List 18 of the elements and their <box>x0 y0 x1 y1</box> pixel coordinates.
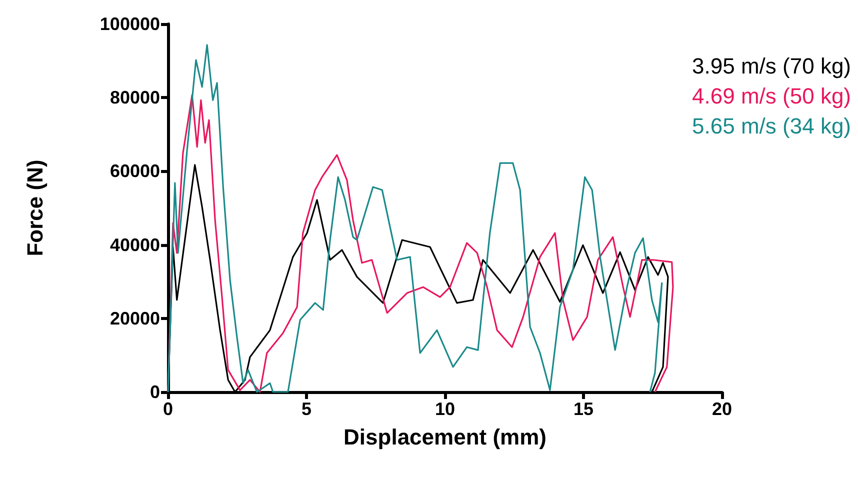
x-tick-label: 10 <box>434 399 456 419</box>
x-tick-label: 15 <box>573 399 594 419</box>
line-series <box>167 44 663 393</box>
y-tick-label: 40000 <box>110 234 160 255</box>
y-tick-label: 0 <box>150 382 160 402</box>
y-tick-label: 60000 <box>110 161 160 182</box>
line-series <box>167 94 674 393</box>
y-axis-title: Force (N) <box>22 160 48 256</box>
text: 5.65 m/s (34 kg) <box>692 114 851 138</box>
x-tick-label: 0 <box>162 399 174 419</box>
x-tick-label: 5 <box>301 399 312 419</box>
x-tick-label: 20 <box>712 399 732 419</box>
x-axis-title: Displacement (mm) <box>344 424 546 450</box>
y-tick-label: 20000 <box>110 308 160 328</box>
y-tick-label: 80000 <box>110 88 160 108</box>
y-tick-label: 100000 <box>100 14 160 34</box>
text: 3.95 m/s (70 kg) <box>692 54 851 78</box>
text: 4.69 m/s (50 kg) <box>692 84 851 108</box>
